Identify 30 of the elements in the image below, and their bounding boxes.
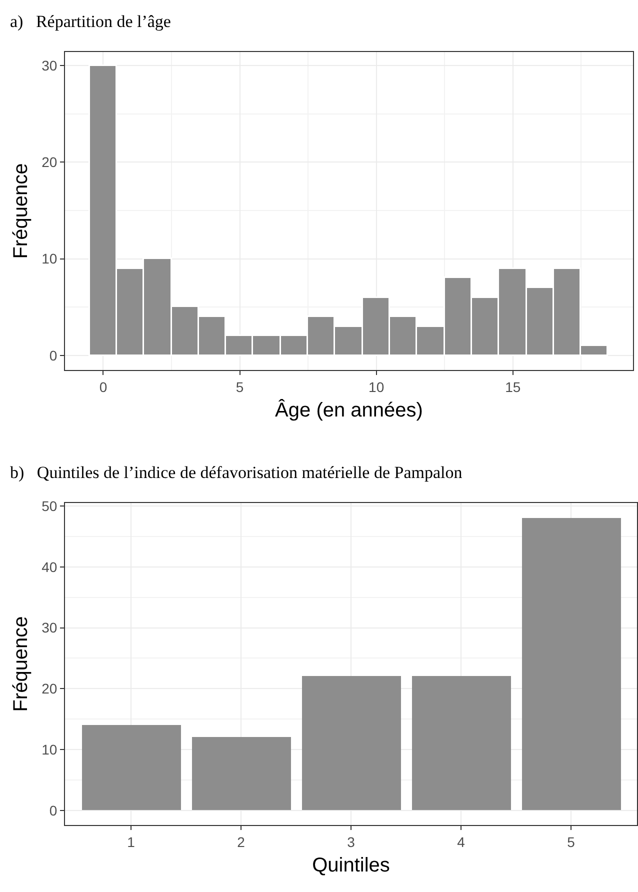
x-tick-label: 5	[236, 378, 244, 395]
y-tick-label: 20	[42, 680, 58, 697]
x-axis-title: Âge (en années)	[275, 398, 423, 422]
bar	[82, 725, 181, 810]
chart-title: a) Répartition de l’âge	[10, 12, 171, 31]
bar	[412, 676, 511, 810]
x-tick-label: 3	[347, 834, 356, 850]
x-tick-label: 15	[505, 378, 521, 395]
bar	[302, 676, 401, 810]
bar	[192, 737, 291, 810]
y-tick-label: 10	[42, 250, 58, 267]
y-tick-label: 10	[42, 741, 58, 758]
x-tick-label: 5	[567, 834, 576, 850]
x-tick-label: 1	[127, 834, 136, 850]
x-tick-label: 2	[237, 834, 246, 850]
y-tick-label: 0	[49, 347, 58, 364]
y-tick-label: 0	[49, 802, 58, 818]
bar	[522, 518, 621, 810]
chart-title: b) Quintiles de l’indice de défavorisation matérielle de Pampalon	[10, 463, 463, 482]
x-tick-label: 0	[99, 378, 108, 395]
x-tick-label: 10	[368, 378, 384, 395]
x-tick-label: 4	[457, 834, 466, 850]
x-axis-title: Quintiles	[312, 854, 390, 876]
y-tick-label: 20	[42, 154, 58, 170]
y-tick-label: 50	[42, 498, 58, 514]
y-tick-label: 40	[42, 558, 58, 575]
y-tick-label: 30	[42, 57, 58, 74]
y-tick-label: 30	[42, 620, 58, 636]
y-axis-title: Fréquence	[10, 163, 32, 259]
y-axis-title: Fréquence	[10, 616, 32, 712]
